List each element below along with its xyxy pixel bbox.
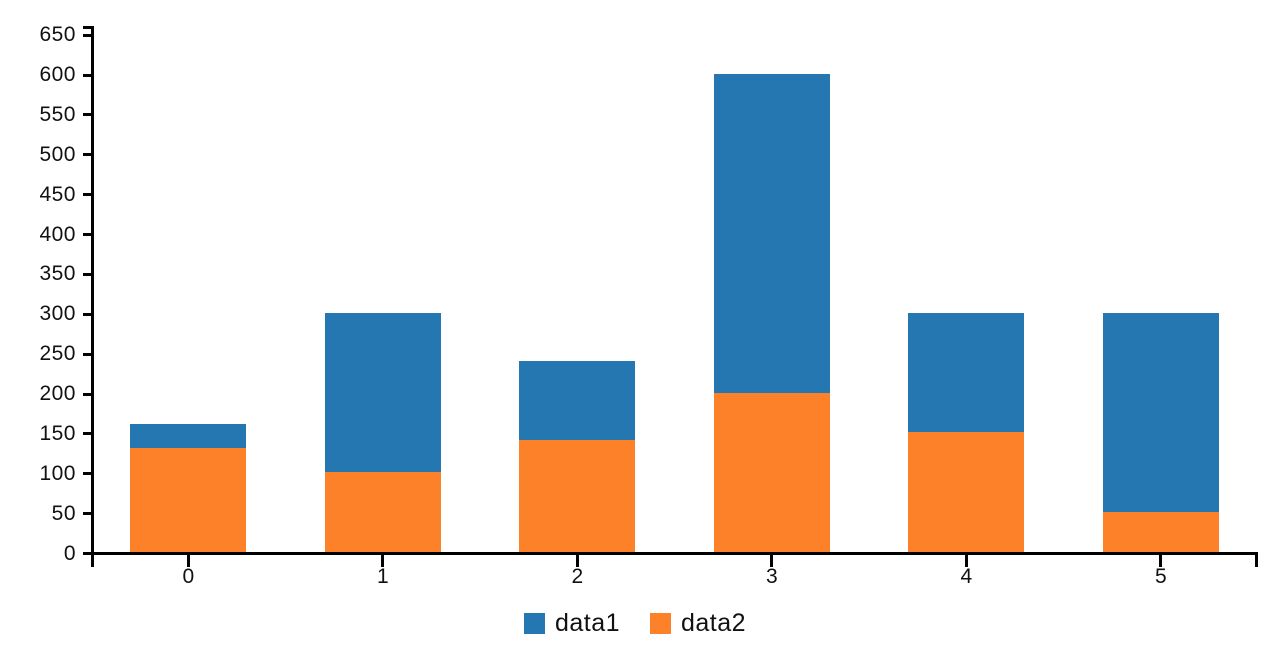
- x-tick: [575, 552, 579, 567]
- bar-segment-data2-cat-5: [1102, 512, 1219, 552]
- y-tick-label: 150: [39, 421, 76, 445]
- bar-segment-data1-cat-2: [519, 360, 636, 441]
- y-tick: [83, 153, 91, 157]
- y-tick-label: 300: [39, 302, 76, 326]
- legend-item-data2: data2: [650, 609, 746, 638]
- x-tick: [1159, 552, 1163, 567]
- bar-segment-data2-cat-1: [324, 472, 441, 552]
- y-tick: [83, 312, 91, 316]
- legend-item-data1: data1: [523, 608, 620, 638]
- y-axis-line: [91, 26, 94, 567]
- x-tick-label: 0: [182, 565, 195, 588]
- bar-segment-data1-cat-5: [1102, 312, 1219, 513]
- y-tick-label: 200: [39, 382, 76, 405]
- y-tick-label: 350: [39, 262, 76, 286]
- y-tick-label: 0: [63, 541, 76, 565]
- y-tick: [83, 233, 91, 236]
- y-tick: [83, 33, 91, 37]
- x-tick-label: 2: [571, 565, 584, 588]
- bar-segment-data2-cat-3: [713, 392, 830, 552]
- y-tick-label: 250: [39, 342, 76, 366]
- y-axis-end-tick: [83, 26, 91, 29]
- y-tick-label: 50: [51, 501, 76, 525]
- bar-segment-data1-cat-4: [908, 312, 1025, 433]
- chart-legend: data1 data2: [0, 606, 1270, 640]
- x-axis-line: [91, 552, 1258, 555]
- y-tick: [83, 272, 91, 276]
- bar-segment-data2-cat-2: [519, 440, 636, 552]
- x-tick: [381, 552, 385, 567]
- bar-segment-data1-cat-1: [324, 312, 441, 473]
- x-tick-label: 5: [1154, 565, 1167, 588]
- y-tick: [83, 512, 91, 516]
- y-tick: [83, 73, 91, 77]
- y-tick: [83, 352, 91, 356]
- x-axis-end-tick: [1255, 552, 1258, 567]
- x-tick-label: 1: [376, 565, 389, 588]
- x-tick: [770, 552, 774, 567]
- y-tick-label: 400: [39, 222, 76, 246]
- legend-swatch-data1: [523, 612, 545, 634]
- y-tick: [83, 472, 91, 476]
- bar-segment-data2-cat-0: [130, 448, 247, 552]
- legend-swatch-data2: [650, 612, 671, 634]
- y-tick-label: 550: [39, 102, 76, 126]
- y-tick-label: 600: [39, 63, 76, 87]
- x-tick-label: 4: [960, 565, 973, 588]
- y-tick: [83, 392, 91, 396]
- y-tick: [83, 113, 91, 117]
- bar-segment-data1-cat-3: [713, 73, 830, 393]
- bar-segment-data2-cat-4: [908, 432, 1025, 552]
- x-tick: [186, 552, 190, 567]
- y-tick-label: 100: [39, 461, 76, 485]
- x-tick-label: 3: [765, 565, 778, 588]
- y-tick-label: 450: [39, 182, 76, 206]
- legend-label-data1: data1: [554, 608, 620, 637]
- y-tick: [83, 552, 91, 555]
- y-tick: [83, 432, 91, 436]
- y-tick: [83, 193, 91, 197]
- y-tick-label: 650: [39, 23, 76, 47]
- y-tick-label: 500: [39, 142, 76, 166]
- bar-segment-data1-cat-0: [130, 424, 247, 449]
- legend-label-data2: data2: [681, 608, 747, 637]
- x-tick: [964, 552, 968, 567]
